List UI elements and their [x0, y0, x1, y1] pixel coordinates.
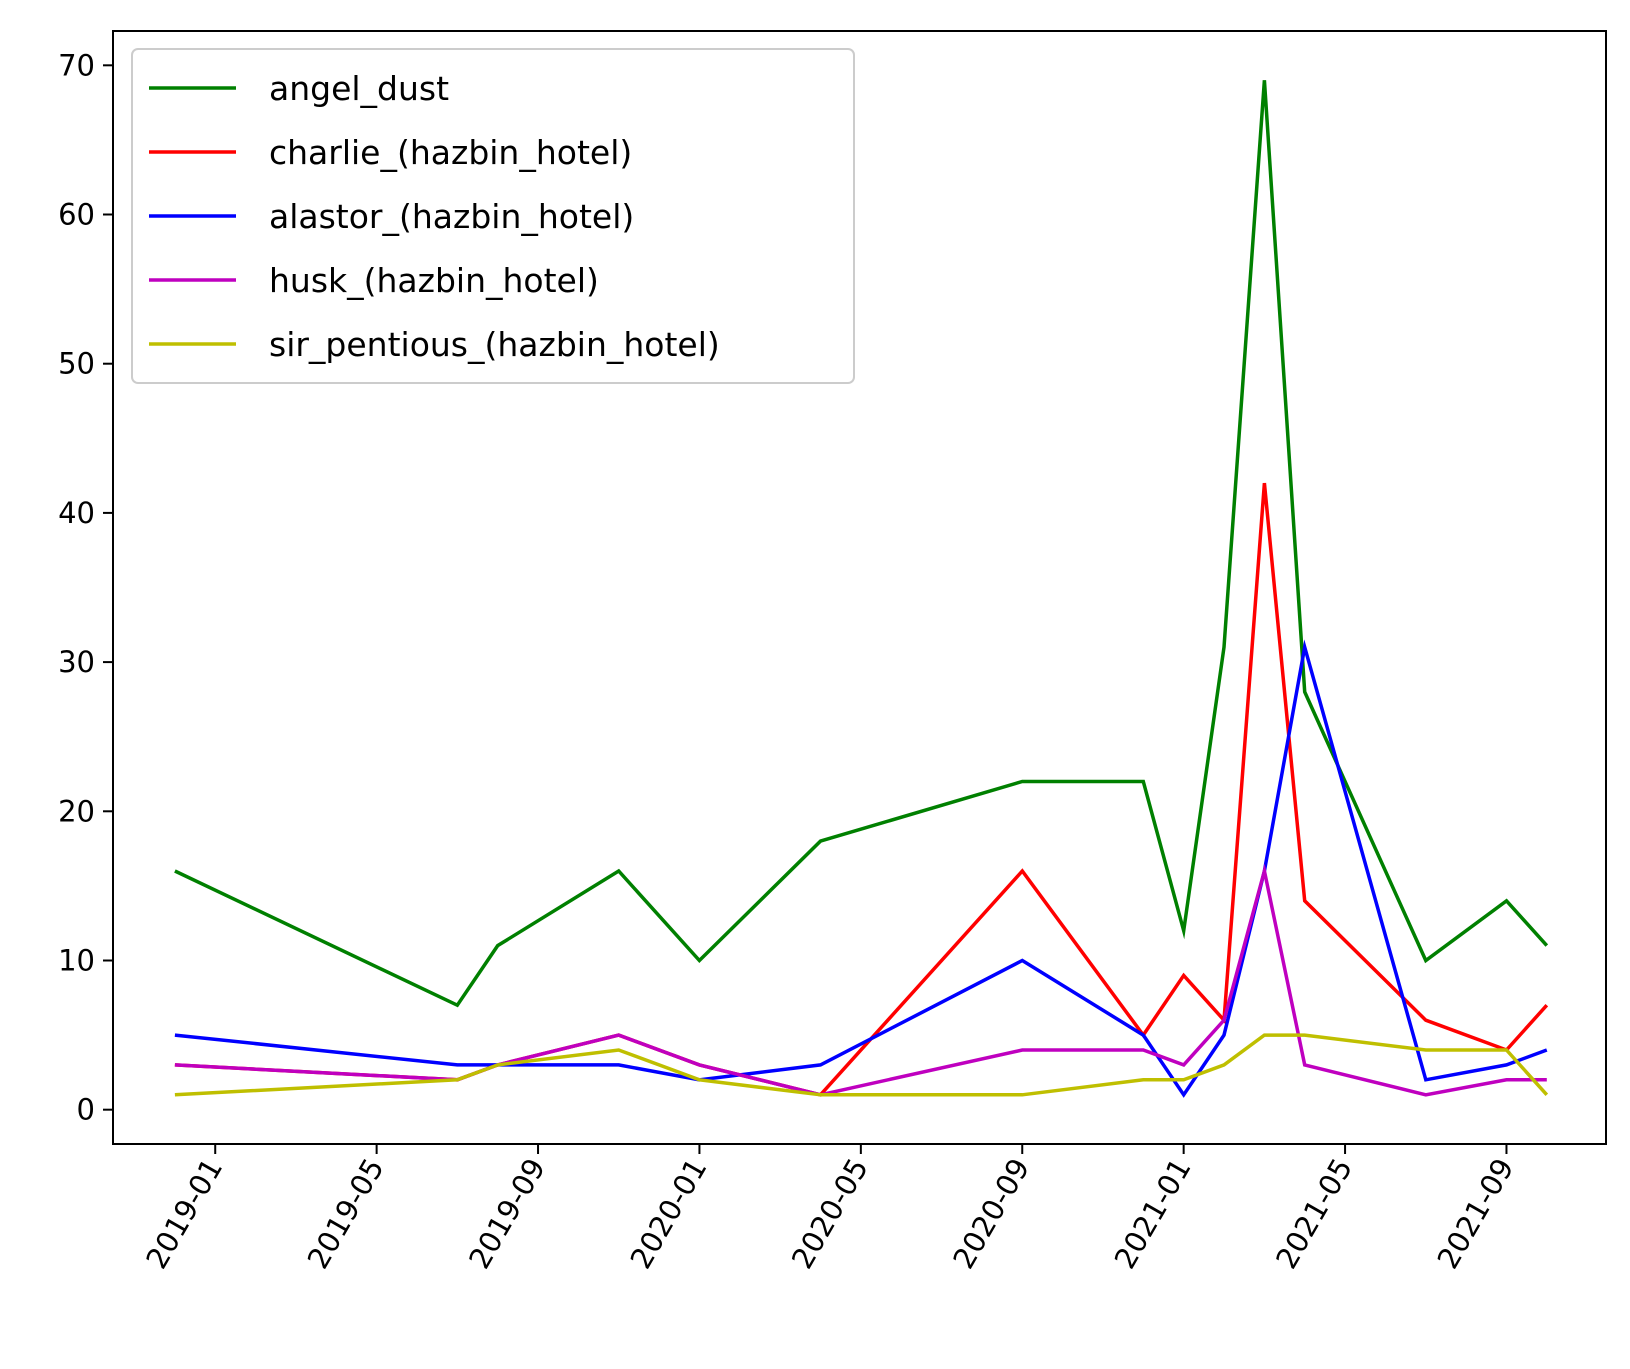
legend-label: alastor_(hazbin_hotel) — [269, 197, 634, 236]
x-tick-label: 2019-05 — [301, 1153, 391, 1275]
legend-box — [131, 48, 855, 384]
x-tick-label: 2020-05 — [785, 1153, 875, 1275]
legend-label: angel_dust — [269, 69, 449, 108]
series-line — [174, 80, 1549, 1008]
plot-lines — [174, 80, 1549, 1098]
series-line — [174, 1033, 1549, 1097]
x-tick-label: 2020-09 — [946, 1153, 1036, 1275]
y-tick-label: 40 — [58, 496, 95, 530]
series-line — [174, 863, 1547, 1097]
y-axis: 0 10 20 30 40 50 60 70 — [58, 48, 113, 1127]
x-tick-label: 2021-09 — [1430, 1153, 1520, 1275]
legend-label: sir_pentious_(hazbin_hotel) — [269, 325, 720, 364]
y-tick-label: 30 — [58, 645, 95, 679]
plot-frame — [112, 30, 1607, 1145]
x-tick-label: 2019-01 — [139, 1153, 229, 1275]
legend-label: charlie_(hazbin_hotel) — [269, 133, 632, 172]
y-tick-label: 0 — [77, 1093, 95, 1127]
x-tick-label: 2019-09 — [462, 1153, 552, 1275]
x-tick-label: 2021-05 — [1269, 1153, 1359, 1275]
legend: angel_dust charlie_(hazbin_hotel) alastor_… — [131, 48, 855, 384]
x-tick-label: 2020-01 — [623, 1153, 713, 1275]
x-tick-label: 2021-01 — [1108, 1153, 1198, 1275]
y-tick-label: 10 — [58, 943, 95, 977]
y-tick-label: 20 — [58, 794, 95, 828]
y-tick-label: 70 — [58, 48, 95, 82]
legend-label: husk_(hazbin_hotel) — [269, 261, 599, 300]
series-line — [174, 639, 1548, 1098]
y-tick-label: 50 — [58, 347, 95, 381]
series-line — [174, 482, 1549, 1097]
y-tick-label: 60 — [58, 198, 95, 232]
x-axis: 2019-01 2019-05 2019-09 2020-01 2020-05 2020-… — [139, 1144, 1521, 1275]
